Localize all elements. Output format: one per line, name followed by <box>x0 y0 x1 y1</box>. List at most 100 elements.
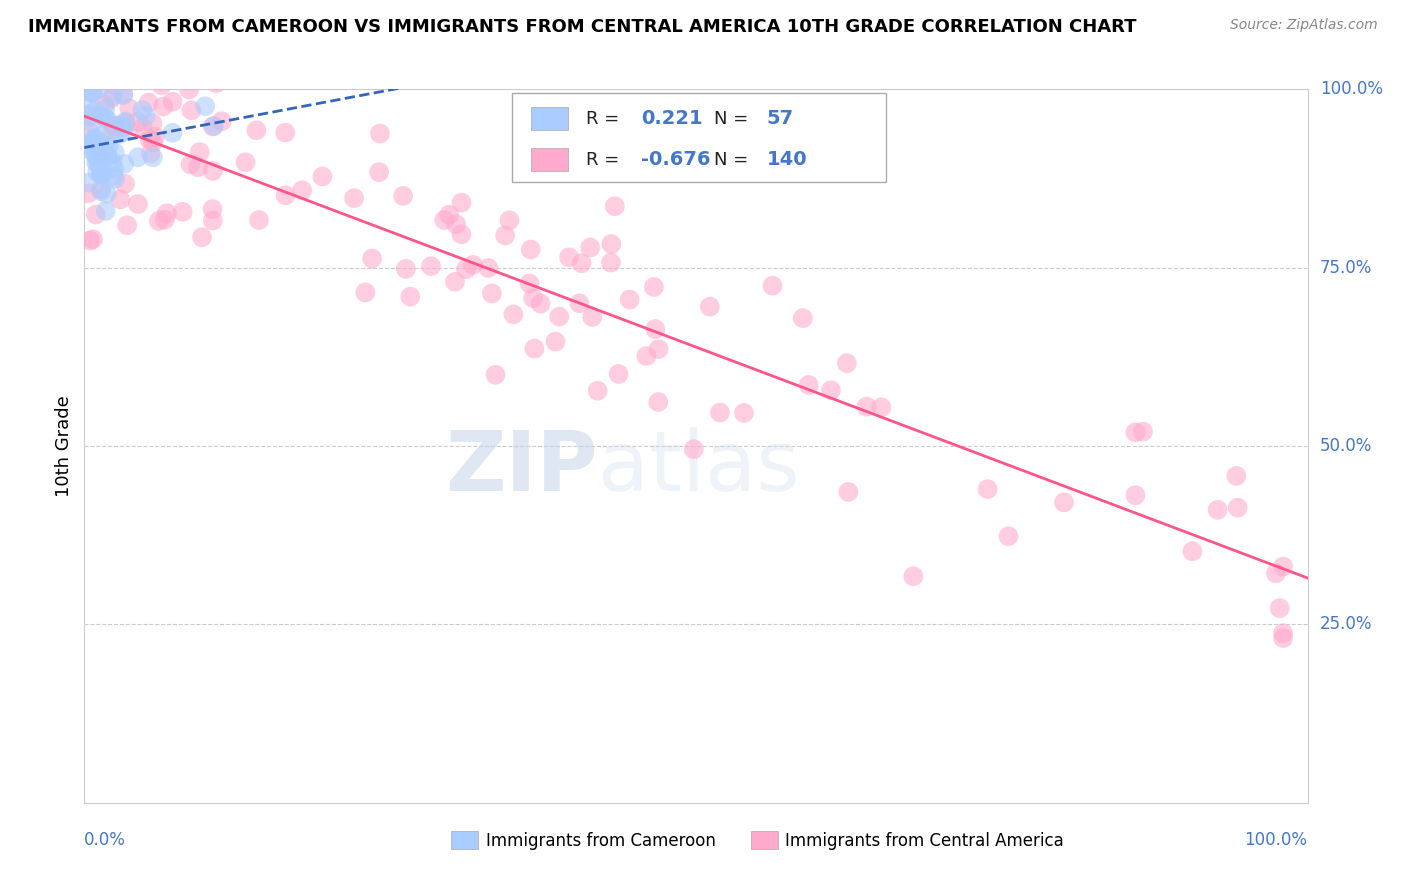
Point <box>84 149 107 163</box>
Text: R =: R = <box>586 151 624 169</box>
Point <box>433 213 456 227</box>
Point <box>976 482 998 496</box>
Point <box>1206 502 1229 516</box>
Point <box>79 85 101 99</box>
Point <box>101 78 124 92</box>
Point <box>247 213 270 227</box>
Point <box>733 406 755 420</box>
Point <box>90 166 112 180</box>
Point <box>202 119 225 133</box>
Point <box>118 101 141 115</box>
Point <box>90 108 112 122</box>
Text: Source: ZipAtlas.com: Source: ZipAtlas.com <box>1230 18 1378 32</box>
Point <box>84 208 107 222</box>
Point <box>461 258 484 272</box>
Point <box>1125 488 1147 502</box>
Point <box>104 145 127 160</box>
Point <box>90 128 112 143</box>
Point <box>395 261 418 276</box>
Point <box>903 569 925 583</box>
Point <box>354 285 377 300</box>
Point <box>1268 601 1291 615</box>
Point <box>96 149 118 163</box>
Point <box>494 228 516 243</box>
Point <box>138 95 160 110</box>
Point <box>91 168 114 182</box>
Text: 140: 140 <box>766 150 807 169</box>
Point <box>82 116 104 130</box>
Point <box>139 146 162 161</box>
Point <box>870 401 893 415</box>
Point <box>83 134 105 148</box>
Point <box>138 133 160 147</box>
Point <box>84 146 107 161</box>
Point <box>180 157 202 171</box>
Point <box>84 131 107 145</box>
Point <box>797 378 820 392</box>
Point <box>699 300 721 314</box>
Point <box>450 195 472 210</box>
Point <box>94 203 117 218</box>
Point <box>101 155 124 169</box>
Point <box>522 291 544 305</box>
Point <box>103 88 125 103</box>
Point <box>235 155 257 169</box>
Point <box>82 86 104 100</box>
Point <box>201 202 224 216</box>
Point <box>820 383 842 397</box>
Bar <box>531 148 568 171</box>
Point <box>636 349 658 363</box>
Text: IMMIGRANTS FROM CAMEROON VS IMMIGRANTS FROM CENTRAL AMERICA 10TH GRADE CORRELATI: IMMIGRANTS FROM CAMEROON VS IMMIGRANTS F… <box>28 18 1136 36</box>
Point <box>201 164 224 178</box>
Point <box>454 262 477 277</box>
Point <box>86 165 108 179</box>
Point <box>420 259 443 273</box>
Point <box>142 150 165 164</box>
Point <box>172 204 194 219</box>
Point <box>544 334 567 349</box>
Point <box>127 197 149 211</box>
Point <box>82 132 104 146</box>
Point <box>90 145 112 160</box>
Point <box>131 103 153 117</box>
Text: 50.0%: 50.0% <box>1320 437 1372 455</box>
Bar <box>451 831 478 849</box>
Point <box>855 400 877 414</box>
Point <box>94 102 117 116</box>
Point <box>103 161 125 176</box>
Text: N =: N = <box>714 151 754 169</box>
Point <box>1053 495 1076 509</box>
Point <box>112 88 135 103</box>
Point <box>150 78 173 93</box>
Point <box>162 95 184 109</box>
Point <box>607 367 630 381</box>
Point <box>143 129 166 144</box>
Point <box>112 157 135 171</box>
Point <box>201 213 224 227</box>
Point <box>619 293 641 307</box>
Point <box>101 123 124 137</box>
Point <box>112 125 135 139</box>
Point <box>1225 469 1247 483</box>
Point <box>682 442 704 457</box>
Point <box>91 68 114 82</box>
Point <box>201 120 224 134</box>
Point <box>96 186 118 201</box>
Point <box>87 156 110 170</box>
Point <box>77 107 100 121</box>
Point <box>153 212 176 227</box>
Point <box>603 199 626 213</box>
Point <box>162 126 184 140</box>
Point <box>156 206 179 220</box>
Point <box>89 136 111 150</box>
Point <box>568 296 591 310</box>
Point <box>93 139 115 153</box>
Point <box>84 155 107 169</box>
Point <box>89 149 111 163</box>
Point <box>368 165 391 179</box>
Point <box>77 125 100 139</box>
Point <box>90 147 112 161</box>
Point <box>112 87 135 101</box>
Text: 100.0%: 100.0% <box>1244 831 1308 849</box>
Point <box>437 208 460 222</box>
